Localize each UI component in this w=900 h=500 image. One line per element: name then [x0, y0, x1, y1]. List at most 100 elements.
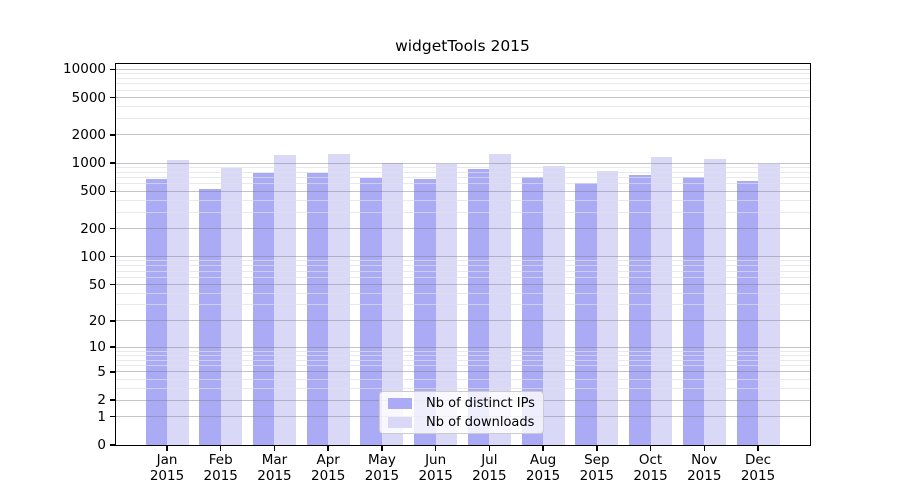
x-tick-year: 2015	[364, 468, 400, 484]
bar-distinct-ips-mar	[252, 173, 275, 445]
x-tick	[220, 446, 222, 451]
bar-downloads-mar	[274, 154, 296, 445]
y-tick-label: 10	[88, 339, 106, 356]
bar-distinct-ips-aug	[521, 176, 544, 445]
gridline-major	[116, 228, 810, 230]
bar-downloads-oct	[650, 157, 673, 445]
y-tick	[110, 134, 115, 136]
gridline-minor	[116, 73, 810, 75]
x-tick-month: Jan	[156, 452, 178, 468]
bar-distinct-ips-jan	[145, 179, 167, 445]
bar-distinct-ips-may	[360, 178, 382, 445]
x-tick-label: Nov 2015	[672, 452, 736, 484]
y-tick	[110, 444, 115, 446]
y-tick-label: 2	[97, 392, 106, 409]
x-tick	[542, 446, 544, 451]
y-tick-label: 1	[97, 408, 106, 425]
x-tick-month: Aug	[529, 452, 557, 468]
y-tick	[110, 227, 115, 230]
x-tick-year: 2015	[633, 468, 668, 484]
gridline-major	[116, 320, 810, 322]
x-tick	[757, 446, 759, 451]
gridline-major	[116, 346, 810, 348]
bar-distinct-ips-oct	[629, 174, 651, 445]
gridline-major	[116, 134, 810, 136]
x-tick-month: May	[367, 452, 396, 468]
x-tick-year: 2015	[579, 468, 614, 484]
y-tick-label: 200	[80, 220, 106, 237]
gridline-minor	[116, 354, 810, 356]
x-tick	[166, 446, 168, 451]
gridline-minor	[116, 260, 810, 262]
bar-distinct-ips-apr	[306, 173, 329, 445]
gridline-minor	[116, 378, 810, 380]
y-tick-label: 10000	[63, 61, 106, 78]
y-tick	[110, 320, 115, 322]
bar-distinct-ips-feb	[199, 189, 221, 445]
y-tick-label: 0	[97, 437, 106, 453]
gridline-major	[116, 162, 810, 164]
x-tick-year: 2015	[149, 468, 185, 484]
x-tick-month: Jul	[481, 452, 498, 468]
x-tick	[703, 446, 705, 451]
y-tick-label: 20	[88, 312, 106, 329]
gridline-minor	[116, 365, 810, 367]
gridline-major	[116, 371, 810, 373]
y-tick-label: 5	[97, 363, 106, 380]
gridline-minor	[116, 211, 810, 213]
gridline-minor	[116, 106, 810, 108]
y-tick	[110, 371, 115, 373]
gridline-minor	[116, 83, 810, 85]
y-tick-label: 50	[88, 276, 106, 293]
gridline-minor	[116, 270, 810, 272]
gridline-minor	[116, 304, 810, 306]
x-tick	[596, 446, 598, 451]
y-tick	[110, 346, 115, 348]
gridline-minor	[116, 166, 810, 168]
x-tick-month: Jun	[425, 452, 447, 468]
y-tick	[110, 68, 115, 70]
bar-distinct-ips-jun	[414, 178, 436, 445]
y-tick-label: 1000	[71, 155, 106, 172]
bar-downloads-apr	[328, 154, 350, 445]
y-tick	[110, 399, 115, 401]
x-tick-label: Jun 2015	[404, 452, 468, 484]
x-tick-label: Jan 2015	[135, 452, 199, 484]
gridline-minor	[116, 171, 810, 173]
bar-downloads-nov	[704, 158, 726, 445]
x-tick	[273, 446, 276, 451]
x-tick-year: 2015	[203, 468, 238, 484]
x-tick	[649, 446, 652, 451]
y-tick-label: 2000	[71, 126, 106, 143]
y-tick	[110, 190, 115, 193]
x-tick-label: May 2015	[350, 452, 414, 484]
gridline-major	[116, 68, 810, 70]
x-tick-month: Mar	[261, 452, 288, 468]
legend-label-downloads: Nb of downloads	[426, 414, 535, 430]
y-tick	[110, 96, 115, 99]
legend: Nb of distinct IPs Nb of downloads	[379, 391, 544, 434]
x-tick	[381, 446, 383, 451]
x-tick-label: Oct 2015	[619, 452, 683, 484]
bar-downloads-aug	[543, 165, 565, 445]
x-tick-label: Apr 2015	[296, 452, 360, 484]
legend-item-downloads: Nb of downloads	[386, 415, 537, 430]
gridline-minor	[116, 350, 810, 352]
x-tick-label: Jul 2015	[457, 452, 521, 484]
gridline-major	[116, 190, 810, 192]
x-tick-month: Sep	[584, 452, 610, 468]
chart-title: widgetTools 2015	[395, 37, 530, 55]
x-tick	[488, 446, 491, 451]
gridline-minor	[116, 89, 810, 91]
legend-item-distinct-ips: Nb of distinct IPs	[386, 396, 537, 411]
gridline-minor	[116, 199, 810, 201]
x-tick-month: Feb	[208, 452, 233, 468]
bar-downloads-jul	[489, 153, 511, 445]
y-tick	[110, 162, 115, 164]
gridline-minor	[116, 117, 810, 119]
x-tick-year: 2015	[740, 468, 776, 484]
bar-distinct-ips-jul	[467, 169, 490, 445]
x-tick-month: Nov	[691, 452, 718, 468]
gridline-minor	[116, 265, 810, 267]
